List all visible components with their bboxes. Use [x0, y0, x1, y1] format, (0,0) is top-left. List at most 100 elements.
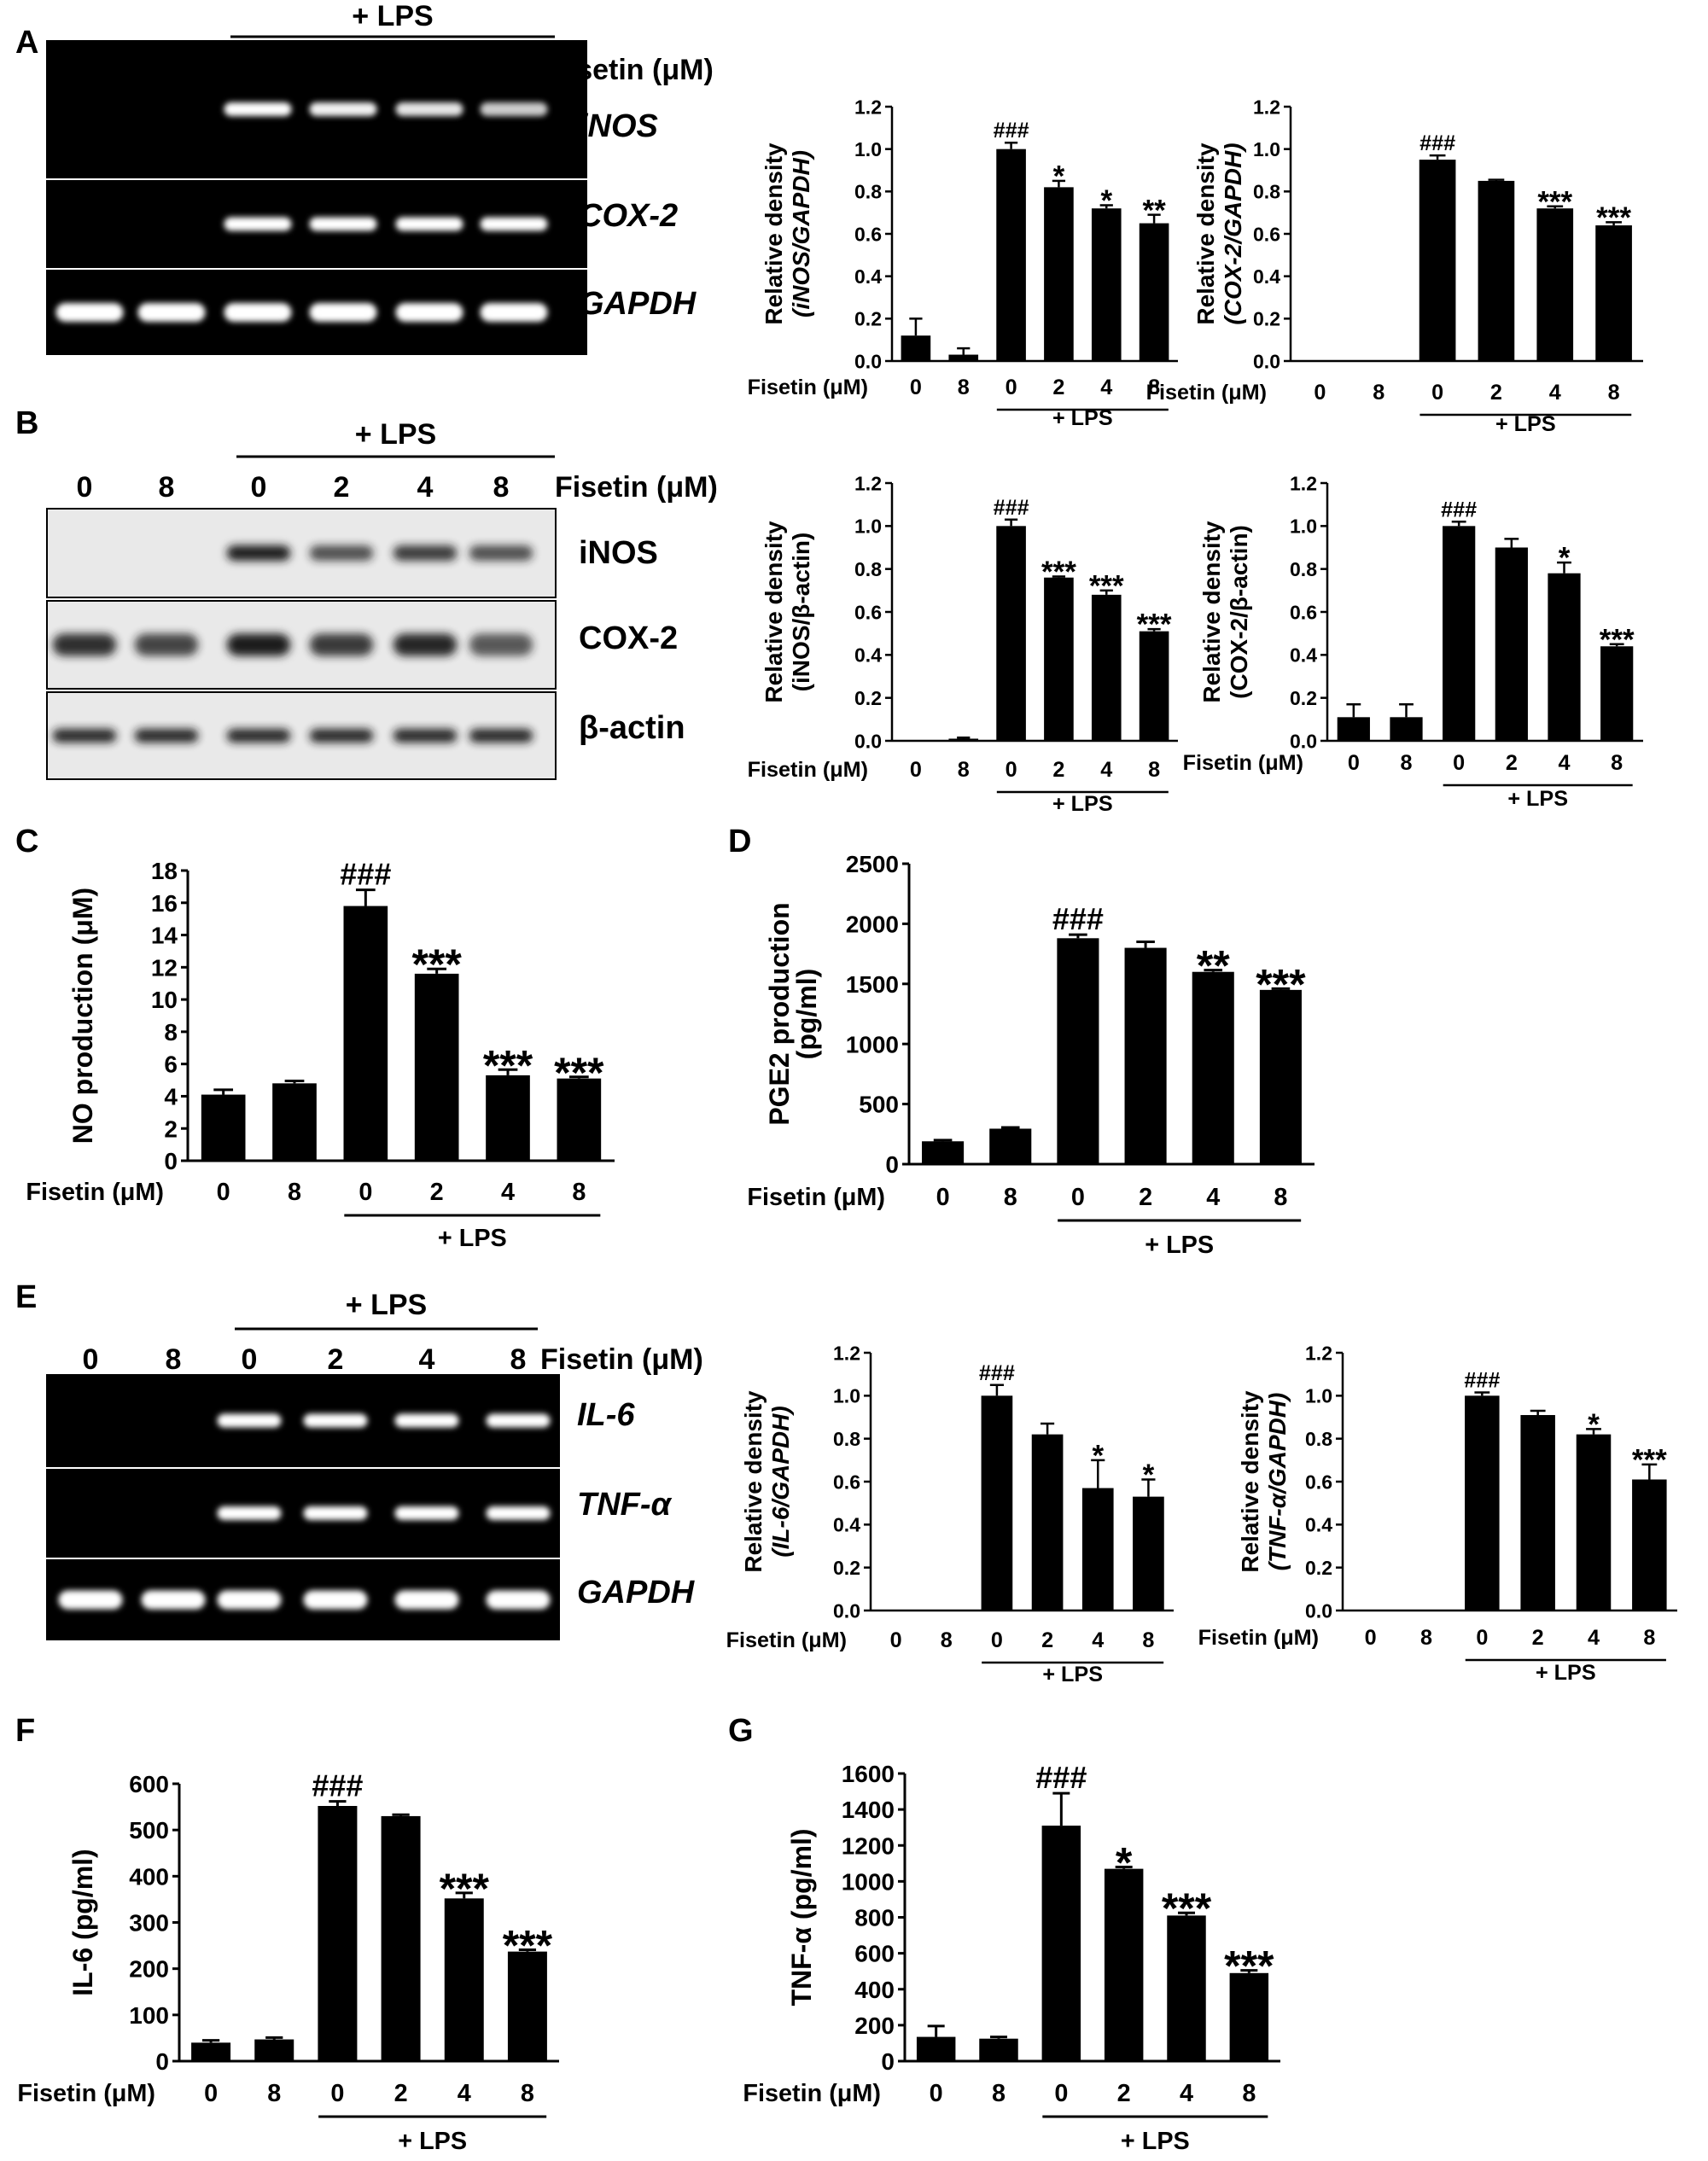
bar	[201, 1094, 246, 1161]
x-dose-label: 2	[1490, 381, 1502, 405]
x-fisetin-label: Fisetin (μM)	[1183, 751, 1303, 775]
significance-label: ###	[994, 496, 1029, 520]
bar	[486, 1075, 530, 1161]
gel-fisetin-label: Fisetin (μM)	[540, 1343, 703, 1376]
significance-label: *	[1092, 1439, 1104, 1472]
y-tick-label: 0.6	[854, 601, 882, 623]
y-tick-label: 0.8	[854, 558, 882, 580]
y-tick-label: 0.4	[854, 644, 882, 667]
gel-band	[55, 303, 124, 322]
bar	[254, 2039, 294, 2061]
bar	[444, 1898, 484, 2061]
gel-band	[395, 303, 463, 322]
panel-letter-g: G	[728, 1713, 754, 1749]
y-tick-label: 0.8	[854, 181, 882, 203]
gel-dose-label: 8	[166, 1343, 182, 1376]
y-tick-label: 0	[155, 2048, 169, 2075]
significance-label: ###	[1464, 1369, 1500, 1393]
panel-letter-d: D	[728, 824, 751, 859]
gel-band	[395, 217, 463, 231]
gel-band	[395, 102, 463, 116]
panel-letter-a: A	[15, 25, 38, 61]
y-tick-label: 0.4	[1253, 265, 1280, 288]
y-tick-label: 0.0	[854, 730, 882, 752]
bar	[1104, 1868, 1144, 2061]
gel-band	[309, 102, 377, 116]
bar	[1044, 187, 1074, 361]
x-dose-label: 0	[1348, 751, 1360, 775]
y-tick-label: 1.2	[1290, 472, 1317, 494]
y-tick-label: 0	[881, 2048, 895, 2075]
bar	[1600, 646, 1634, 741]
x-dose-label: 8	[267, 2080, 281, 2107]
y-tick-label: 0.8	[1305, 1428, 1332, 1450]
significance-label: ###	[1052, 901, 1104, 936]
x-dose-label: 0	[936, 1184, 950, 1211]
x-dose-label: 8	[1400, 751, 1412, 775]
bar-chart-c: 0 2 4 6 8 10 12 14 16 18 NO production (μM) ### *** *…	[26, 857, 615, 1252]
bar	[1139, 631, 1169, 741]
y-axis-label: (iNOS/GAPDH)	[788, 150, 814, 317]
x-dose-label: 0	[1054, 2080, 1068, 2107]
y-tick-label: 800	[854, 1905, 895, 1931]
significance-label: ###	[1035, 1760, 1087, 1795]
gel-band-label: IL-6	[577, 1397, 635, 1433]
bar	[1192, 971, 1234, 1164]
gel-band	[469, 633, 533, 656]
bar	[318, 1806, 358, 2061]
gel-band	[217, 1506, 282, 1520]
lps-label: + LPS	[1052, 406, 1113, 430]
x-dose-label: 0	[330, 2080, 344, 2107]
y-tick-label: 400	[854, 1977, 895, 2003]
y-tick-label: 1.0	[833, 1385, 860, 1407]
y-tick-label: 1500	[846, 971, 899, 998]
bar	[1081, 1488, 1114, 1611]
bar	[1031, 1434, 1064, 1611]
y-axis-label: (IL-6/GAPDH)	[767, 1406, 794, 1557]
x-dose-label: 0	[1071, 1184, 1085, 1211]
y-tick-label: 12	[151, 954, 178, 981]
y-axis-label: PGE2 production	[764, 902, 795, 1125]
y-tick-label: 0.2	[1290, 687, 1317, 709]
gel-band-label: COX-2	[579, 620, 678, 656]
y-tick-label: 500	[859, 1092, 899, 1118]
x-fisetin-label: Fisetin (μM)	[743, 2080, 881, 2107]
gel-band	[226, 633, 291, 656]
x-dose-label: 2	[1117, 2080, 1131, 2107]
y-axis-label: Relative density	[1192, 143, 1219, 325]
significance-label: ***	[1596, 201, 1631, 235]
significance-label: ***	[1224, 1943, 1274, 1990]
gel-dose-label: 8	[159, 471, 175, 504]
x-dose-label: 4	[1180, 2080, 1193, 2107]
bar	[1520, 1414, 1555, 1611]
lps-label: + LPS	[1495, 412, 1556, 436]
bar	[1419, 160, 1456, 361]
x-fisetin-label: Fisetin (μM)	[26, 1179, 164, 1206]
x-dose-label: 8	[1242, 2080, 1256, 2107]
x-dose-label: 0	[359, 1179, 372, 1206]
bar	[343, 906, 388, 1161]
significance-label: ***	[1632, 1443, 1667, 1477]
x-fisetin-label: Fisetin (μM)	[747, 1184, 885, 1211]
gel-band	[393, 633, 458, 656]
gel-strip	[46, 1559, 560, 1640]
gel-band	[393, 729, 458, 743]
y-axis-label: (TNF-α/GAPDH)	[1264, 1393, 1291, 1571]
significance-label: ###	[340, 857, 391, 892]
significance-label: ***	[1162, 1884, 1212, 1932]
y-tick-label: 0.8	[1290, 558, 1317, 580]
bar	[979, 2038, 1018, 2061]
x-dose-label: 8	[572, 1179, 586, 1206]
significance-label: *	[1053, 160, 1065, 194]
y-tick-label: 2500	[846, 851, 899, 877]
y-tick-label: 500	[129, 1817, 169, 1844]
gel-band	[226, 729, 291, 743]
significance-label: ***	[1041, 556, 1076, 589]
x-dose-label: 4	[1206, 1184, 1220, 1211]
y-tick-label: 0.8	[1253, 181, 1280, 203]
x-dose-label: 4	[1100, 758, 1112, 782]
gel-strip	[46, 1469, 560, 1558]
y-tick-label: 0.6	[1305, 1471, 1332, 1493]
y-tick-label: 4	[164, 1084, 178, 1110]
y-axis-label: Relative density	[1198, 521, 1225, 703]
